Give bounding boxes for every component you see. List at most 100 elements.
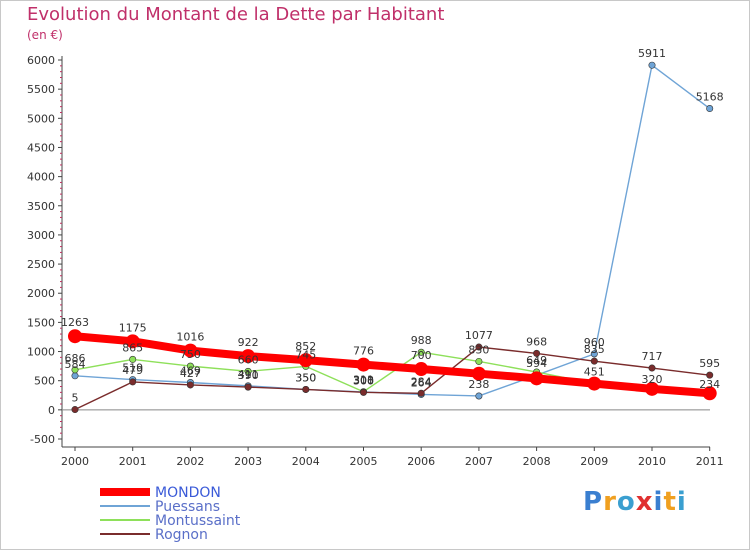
data-label-puessans: 960 [584, 336, 605, 349]
y-tick-label: 500 [34, 375, 55, 388]
data-label-rognon: 390 [238, 369, 259, 382]
data-label-montussaint: 649 [526, 354, 547, 367]
data-point-rognon [648, 364, 656, 372]
data-label-montussaint: 830 [468, 343, 489, 356]
x-tick-label: 2005 [350, 455, 378, 468]
x-tick-label: 2010 [638, 455, 666, 468]
y-tick-label: 5000 [27, 112, 55, 125]
data-point-rognon [71, 406, 79, 414]
data-point-mondon [529, 371, 544, 386]
x-tick-label: 2007 [465, 455, 493, 468]
data-point-rognon [129, 378, 137, 386]
x-tick-label: 2002 [176, 455, 204, 468]
data-label-rognon: 5 [72, 392, 79, 405]
data-label-rognon: 835 [584, 343, 605, 356]
y-tick-label: -500 [30, 433, 55, 446]
y-tick-label: 2500 [27, 258, 55, 271]
y-tick-label: 1500 [27, 316, 55, 329]
series-line-rognon [74, 346, 711, 411]
data-point-mondon [356, 357, 371, 372]
chart-title: Evolution du Montant de la Dette par Hab… [27, 4, 445, 25]
y-axis-unit: (en €) [27, 28, 63, 42]
x-tick-label: 2001 [119, 455, 147, 468]
data-label-puessans: 519 [122, 362, 143, 375]
data-point-rognon [417, 389, 425, 397]
data-label-puessans: 5911 [638, 47, 666, 60]
y-tick-label: 0 [48, 404, 55, 417]
series-line-mondon [71, 332, 714, 398]
data-label-montussaint: 988 [411, 334, 432, 347]
data-point-puessans [475, 392, 483, 400]
data-point-montussaint [186, 362, 194, 370]
y-tick-label: 5500 [27, 83, 55, 96]
data-point-mondon [702, 386, 717, 401]
data-point-puessans [71, 372, 79, 380]
data-point-mondon [471, 366, 486, 381]
data-label-mondon: 1016 [176, 331, 204, 344]
data-label-puessans: 350 [295, 371, 316, 384]
data-label-rognon: 717 [642, 350, 663, 363]
data-label-montussaint: 311 [353, 374, 374, 387]
data-label-montussaint: 750 [180, 348, 201, 361]
data-label-montussaint: 745 [295, 348, 316, 361]
y-tick-label: 4000 [27, 171, 55, 184]
data-label-mondon: 852 [295, 340, 316, 353]
logo-letter: r [603, 487, 617, 517]
data-point-mondon [241, 349, 256, 364]
legend-label-puessans: Puessans [155, 499, 220, 515]
data-label-puessans: 594 [526, 357, 547, 370]
data-label-puessans: 411 [238, 368, 259, 381]
data-label-puessans: 469 [180, 364, 201, 377]
data-label-mondon: 1263 [61, 316, 89, 329]
data-label-rognon: 284 [411, 375, 432, 388]
data-label-rognon: 968 [526, 335, 547, 348]
x-tick-label: 2011 [696, 455, 724, 468]
y-tick-label: 3500 [27, 200, 55, 213]
y-tick-label: 4500 [27, 141, 55, 154]
data-label-montussaint: 660 [238, 353, 259, 366]
legend-label-montussaint: Montussaint [155, 513, 241, 529]
data-point-rognon [359, 388, 367, 396]
data-label-montussaint: 686 [65, 352, 86, 365]
data-point-montussaint [244, 367, 252, 375]
data-point-mondon [68, 329, 82, 344]
legend-label-rognon: Rognon [155, 527, 208, 543]
x-tick-label: 2006 [407, 455, 435, 468]
logo-letter: t [663, 487, 677, 517]
data-point-mondon [645, 381, 659, 396]
data-point-rognon [244, 383, 252, 391]
data-point-rognon [475, 343, 483, 351]
data-point-puessans [648, 61, 656, 69]
data-label-puessans: 238 [468, 378, 489, 391]
data-labels: 1263 1175 1016 922 852 776 700 584 519 469 411 350 3… [61, 47, 724, 404]
data-label-mondon: 922 [238, 336, 259, 349]
x-tick-label: 2004 [292, 455, 320, 468]
logo-letter: i [653, 487, 664, 517]
data-label-mondon: 776 [353, 345, 374, 358]
y-tick-label: 3000 [27, 229, 55, 242]
logo-letter: i [676, 487, 687, 517]
data-point-puessans [706, 105, 714, 113]
data-label-rognon: 300 [353, 374, 374, 387]
x-tick-label: 2009 [580, 455, 608, 468]
data-point-montussaint [71, 366, 79, 374]
data-point-rognon [302, 385, 310, 393]
logo-letter: o [616, 487, 636, 517]
x-tick-label: 2000 [61, 455, 89, 468]
x-tick-label: 2003 [234, 455, 262, 468]
data-label-montussaint: 234 [699, 378, 720, 391]
axes: -500 0 500 1000 1500 2000 2500 3000 3500 4000 4500… [27, 54, 724, 468]
data-point-montussaint [475, 357, 483, 365]
data-point-mondon [125, 334, 140, 349]
data-point-rognon [533, 349, 541, 357]
data-label-rognon: 350 [295, 371, 316, 384]
legend-label-mondon: MONDON [155, 485, 221, 501]
data-label-puessans: 5168 [696, 91, 724, 104]
proxiti-logo: Proxiti [583, 487, 687, 517]
series-lines [68, 61, 717, 414]
data-point-mondon [183, 343, 198, 358]
data-point-mondon [298, 353, 313, 368]
